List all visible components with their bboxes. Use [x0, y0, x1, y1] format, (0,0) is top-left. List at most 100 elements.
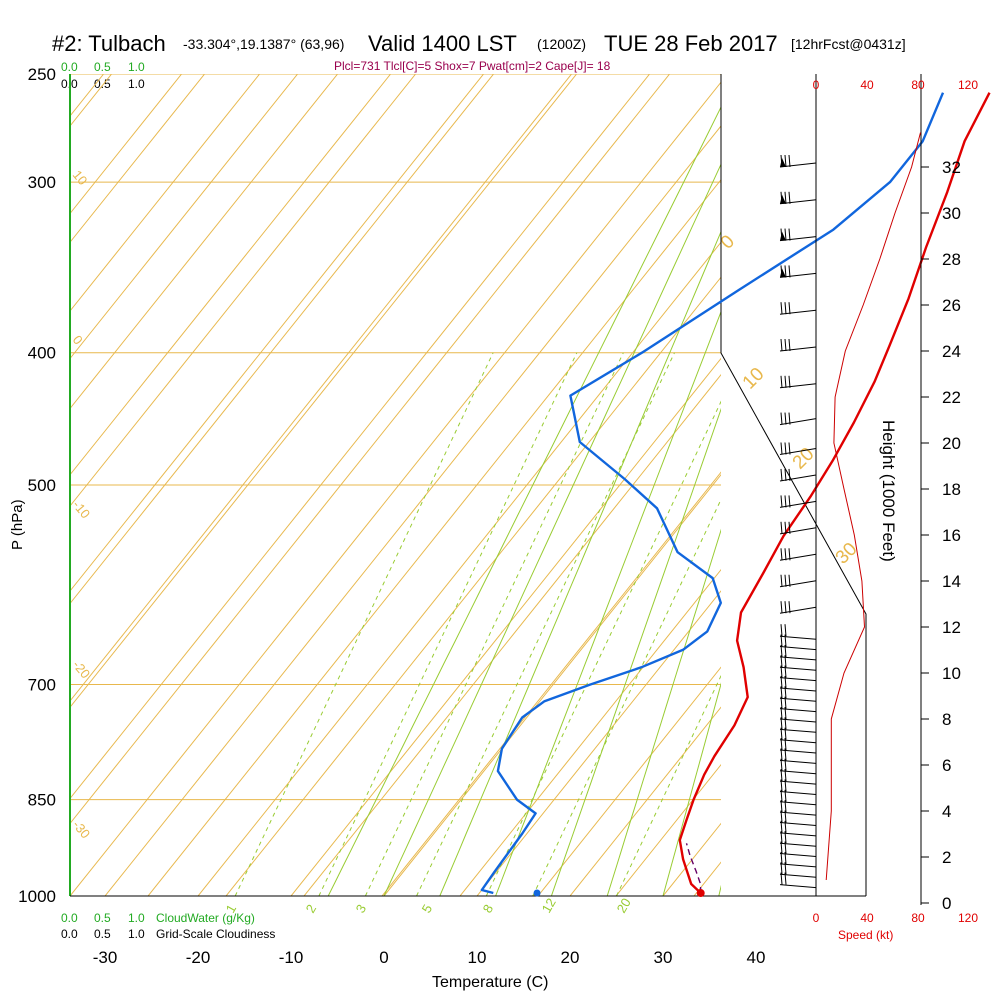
wind-barb-feather	[784, 228, 787, 241]
wind-barb-pennant	[780, 231, 786, 241]
dry-adiabat-label: 0	[717, 231, 739, 253]
mixing-ratio-label: 12	[539, 895, 559, 915]
wind-barb	[779, 302, 817, 315]
wind-barb-shaft	[779, 739, 817, 744]
speed-axis-title: Speed (kt)	[838, 928, 893, 942]
speed-tick-label: 0	[813, 911, 820, 925]
stability-indices: Plcl=731 Tlcl[C]=5 Shox=7 Pwat[cm]=2 Cap…	[334, 59, 611, 73]
mixing-ratio-line	[364, 352, 624, 896]
mixing-ratio-line	[318, 352, 578, 896]
cloudwater-tick: 0.5	[94, 60, 111, 74]
height-tick-label: 10	[942, 664, 961, 683]
isotherm-line	[0, 74, 19, 896]
wind-barb-feather	[780, 548, 783, 561]
height-tick-label: 0	[942, 894, 951, 913]
mixing-ratio-line	[234, 352, 494, 896]
cloudiness-label: Grid-Scale Cloudiness	[156, 927, 275, 941]
mixing-ratio-label: 3	[353, 902, 370, 916]
dry-adiabat-line	[70, 74, 338, 410]
wind-barb-feather	[780, 412, 783, 425]
moist-adiabat-line	[606, 528, 721, 896]
wind-barb	[779, 338, 817, 352]
temperature-tick-label: -10	[279, 948, 304, 967]
dry-adiabat-label: 20	[789, 444, 819, 474]
wind-barb-shaft	[779, 646, 817, 651]
wind-barb-feather	[784, 412, 787, 425]
wind-barb-feather	[784, 601, 787, 614]
wind-barb-feather	[780, 624, 783, 637]
speed-tick-label: 120	[958, 78, 978, 92]
wind-barb-feather	[788, 302, 791, 315]
wind-barb-feather	[784, 521, 787, 534]
cloudiness-tick: 0.5	[94, 927, 111, 941]
wind-barb-feather	[780, 375, 783, 388]
wind-barb-feather	[784, 495, 787, 508]
height-tick-label: 16	[942, 526, 961, 545]
speed-tick-label: 80	[911, 78, 925, 92]
wind-barb-feather	[784, 154, 787, 168]
height-tick-label: 8	[942, 710, 951, 729]
sounding-traces	[480, 92, 991, 898]
surface-dewpoint-marker	[533, 889, 541, 897]
parcel-line	[685, 843, 702, 894]
moist-adiabat-line	[439, 230, 721, 896]
dry-adiabat-line	[459, 568, 721, 896]
moist-adiabat-line	[327, 106, 721, 896]
dry-adiabat-label: 10	[70, 167, 91, 188]
pressure-tick-label: 300	[28, 173, 56, 192]
dewpoint-line	[480, 92, 945, 895]
cloudiness-tick: 0.0	[61, 927, 78, 941]
moist-adiabat-line	[495, 310, 721, 896]
cloudwater-tick: 1.0	[128, 60, 145, 74]
wind-barb-feather	[784, 624, 787, 637]
temperature-line	[678, 92, 991, 894]
mixing-ratio-label: 2	[303, 902, 320, 916]
wind-barb	[779, 191, 817, 205]
temperature-tick-label: -20	[186, 948, 211, 967]
pressure-tick-label: 250	[28, 65, 56, 84]
height-tick-label: 6	[942, 756, 951, 775]
moist-adiabat-line	[550, 407, 721, 896]
wind-barb-feather	[788, 338, 791, 352]
wind-barb-shaft	[779, 822, 817, 826]
wind-barb	[779, 375, 817, 389]
height-tick-label: 4	[942, 802, 951, 821]
height-tick-label: 14	[942, 572, 961, 591]
isotherm-line	[476, 590, 721, 896]
wind-panel: 0246810121416182022242628303200404080801…	[779, 74, 978, 925]
station-coords: -33.304°,19.1387° (63,96)	[183, 36, 344, 52]
isotherm-line	[569, 706, 721, 896]
wind-barb-shaft	[779, 677, 817, 682]
wind-barb-shaft	[779, 666, 817, 671]
wind-barb-feather	[784, 338, 787, 352]
skewt-grid	[0, 74, 1000, 896]
zulu-time: (1200Z)	[537, 36, 586, 52]
wind-barb-feather	[784, 442, 787, 455]
wind-barb-feather	[788, 375, 791, 388]
wind-barb	[779, 495, 817, 508]
wind-barb	[779, 442, 817, 455]
dry-adiabat-label: 0	[70, 332, 86, 347]
wind-barb-shaft	[779, 635, 817, 640]
temperature-tick-label: 0	[379, 948, 388, 967]
wind-barb-shaft	[779, 853, 817, 857]
dry-adiabat-line	[70, 74, 182, 215]
wind-barb-shaft	[779, 780, 817, 785]
wind-barb-feather	[784, 302, 787, 315]
pressure-tick-label: 1000	[18, 887, 56, 906]
dry-adiabat-label: -10	[70, 497, 94, 521]
surface-temperature-marker	[696, 889, 705, 898]
height-tick-label: 26	[942, 296, 961, 315]
isotherm-line	[70, 74, 298, 360]
wind-barb-feather	[788, 191, 791, 204]
wind-barb-shaft	[779, 770, 817, 775]
mixing-ratio-line	[616, 674, 721, 896]
cloud-scale-bottom: 0.0 0.5 1.0 CloudWater (g/Kg) 0.0 0.5 1.…	[61, 911, 275, 941]
dry-adiabat-line	[928, 74, 1000, 896]
wind-barb-feather	[784, 375, 787, 388]
cloudwater-tick: 0.0	[61, 60, 78, 74]
speed-tick-label: 120	[958, 911, 978, 925]
wind-barb	[779, 412, 817, 426]
wind-barb-feather	[788, 154, 791, 168]
